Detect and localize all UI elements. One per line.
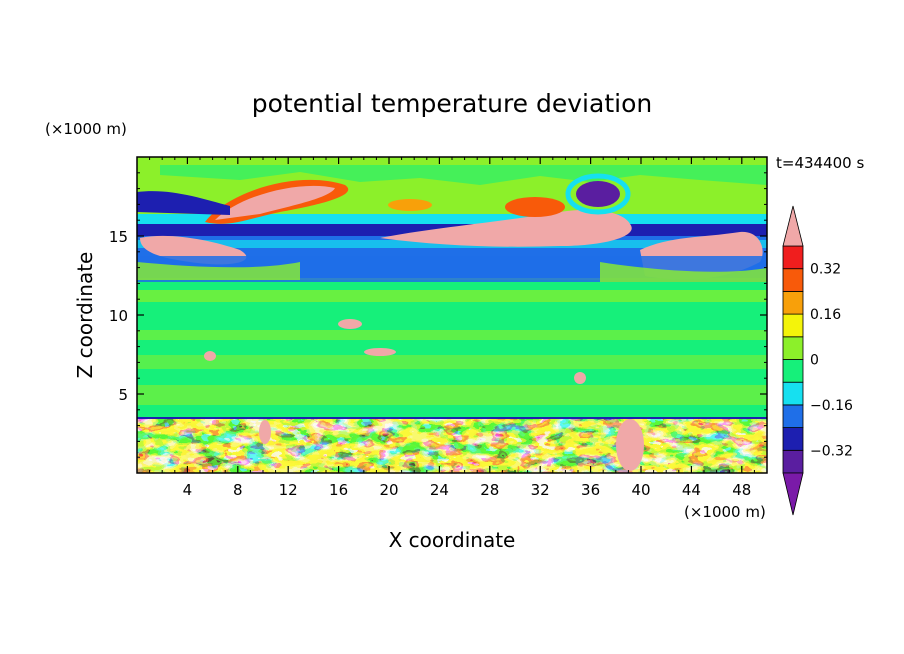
chart-title: potential temperature deviation bbox=[252, 89, 652, 118]
field-cold-cell bbox=[576, 181, 620, 207]
colorbar-top-extend bbox=[782, 205, 804, 247]
colorbar-segment bbox=[782, 336, 804, 360]
colorbar: 0.32 0.16 0 −0.16 −0.32 bbox=[782, 205, 853, 516]
colorbar-segment bbox=[782, 359, 804, 383]
y-tick-label: 5 bbox=[118, 386, 128, 404]
colorbar-label: 0 bbox=[810, 353, 819, 369]
x-unit-label: (×1000 m) bbox=[684, 503, 766, 521]
colorbar-segment bbox=[782, 313, 804, 338]
y-tick-label: 15 bbox=[109, 228, 128, 246]
x-tick-label: 48 bbox=[732, 481, 751, 499]
time-label: t=434400 s bbox=[776, 154, 864, 172]
colorbar-label: −0.32 bbox=[810, 443, 853, 459]
x-tick-label: 28 bbox=[480, 481, 499, 499]
x-tick-label: 8 bbox=[233, 481, 243, 499]
plot-area bbox=[137, 157, 767, 473]
x-tick-label: 24 bbox=[430, 481, 449, 499]
x-tick-label: 20 bbox=[379, 481, 398, 499]
x-tick-label: 12 bbox=[279, 481, 298, 499]
field-upper-plume-2 bbox=[380, 209, 632, 247]
colorbar-label: −0.16 bbox=[810, 398, 853, 414]
x-axis-label: X coordinate bbox=[389, 528, 516, 552]
colorbar-segment bbox=[782, 381, 804, 406]
field-boundary-layer bbox=[137, 418, 767, 473]
x-tick-label: 4 bbox=[183, 481, 193, 499]
colorbar-bottom-extend bbox=[782, 472, 804, 516]
y-tick-label: 10 bbox=[109, 307, 128, 325]
x-axis: 4 8 12 16 20 24 28 32 36 40 44 48 bbox=[149, 157, 755, 499]
x-tick-label: 36 bbox=[581, 481, 600, 499]
y-unit-label: (×1000 m) bbox=[45, 120, 127, 138]
colorbar-segment bbox=[782, 427, 804, 451]
x-tick-label: 16 bbox=[329, 481, 348, 499]
colorbar-label: 0.32 bbox=[810, 262, 841, 278]
y-axis-label: Z coordinate bbox=[73, 252, 97, 379]
colorbar-segment bbox=[782, 404, 804, 428]
x-tick-label: 32 bbox=[531, 481, 550, 499]
colorbar-segment bbox=[782, 245, 804, 270]
x-tick-label: 40 bbox=[631, 481, 650, 499]
x-tick-label: 44 bbox=[682, 481, 701, 499]
y-axis: 5 10 15 bbox=[109, 172, 767, 458]
colorbar-segment bbox=[782, 268, 804, 292]
colorbar-segment bbox=[782, 449, 804, 474]
colorbar-segment bbox=[782, 290, 804, 315]
colorbar-label: 0.16 bbox=[810, 307, 841, 323]
